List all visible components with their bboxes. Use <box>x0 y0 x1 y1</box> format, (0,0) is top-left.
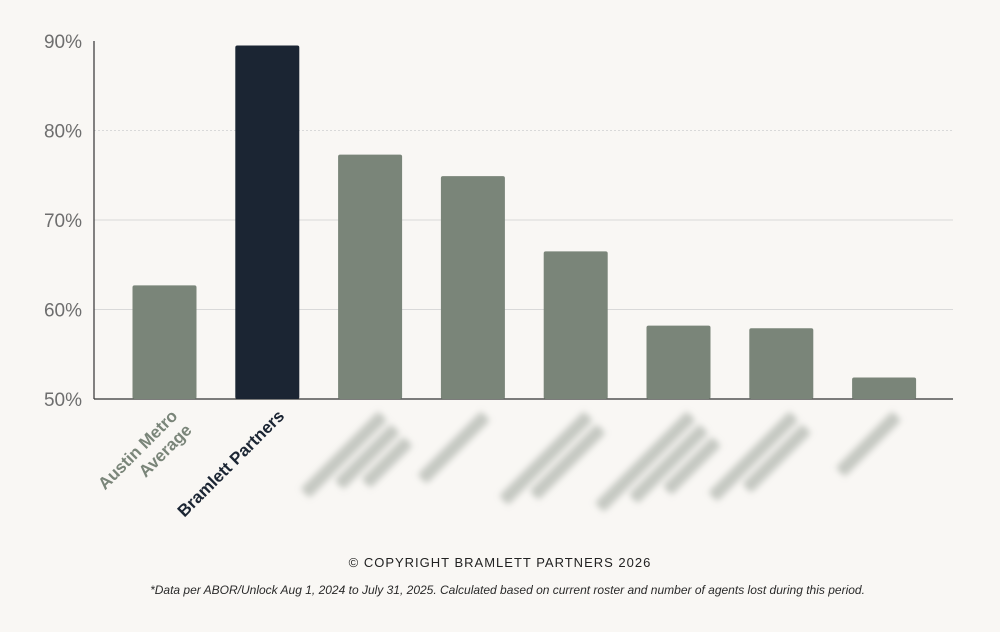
redacted-category-label <box>301 412 412 497</box>
bar <box>338 154 403 399</box>
category-label: Austin MetroAverage <box>94 406 195 507</box>
copyright-notice: © COPYRIGHT BRAMLETT PARTNERS 2026 <box>348 555 652 570</box>
bar <box>440 176 505 399</box>
redacted-category-label <box>709 412 811 501</box>
y-tick-label: 50% <box>44 390 82 411</box>
gridlines <box>94 130 953 310</box>
redacted-text-blur <box>595 412 695 511</box>
bar <box>749 328 814 399</box>
bar <box>132 285 197 399</box>
bar <box>235 45 300 399</box>
category-label-line: Bramlett Partners <box>174 406 288 520</box>
redacted-text-blur <box>663 437 721 495</box>
redacted-text-blur <box>301 412 387 497</box>
y-tick-label: 90% <box>44 32 82 53</box>
redacted-text-blur <box>335 425 399 489</box>
bar <box>543 251 608 399</box>
redacted-category-label <box>500 412 605 504</box>
redacted-text-blur <box>530 425 605 499</box>
retention-bar-chart: 50% 60% 70% 80% 90% Austin MetroAverageBraml… <box>44 32 953 521</box>
redacted-text-blur <box>500 412 592 504</box>
redacted-category-label <box>595 412 721 511</box>
redacted-text-blur <box>418 412 489 483</box>
redacted-text-blur <box>629 425 708 503</box>
redacted-text-blur <box>709 412 798 501</box>
bars <box>132 45 917 399</box>
redacted-text-blur <box>743 425 811 492</box>
y-tick-labels: 50% 60% 70% 80% 90% <box>44 32 82 411</box>
y-tick-label: 70% <box>44 211 82 232</box>
bar <box>646 325 711 399</box>
redacted-category-label <box>418 412 489 483</box>
y-tick-label: 80% <box>44 122 82 143</box>
bar <box>852 377 917 399</box>
redacted-text-blur <box>362 437 412 487</box>
data-source-footnote: *Data per ABOR/Unlock Aug 1, 2024 to Jul… <box>150 583 865 597</box>
category-label-highlight: Bramlett Partners <box>174 406 288 520</box>
y-tick-label: 60% <box>44 301 82 322</box>
redacted-text-blur <box>836 412 901 476</box>
redacted-category-label <box>836 412 901 476</box>
